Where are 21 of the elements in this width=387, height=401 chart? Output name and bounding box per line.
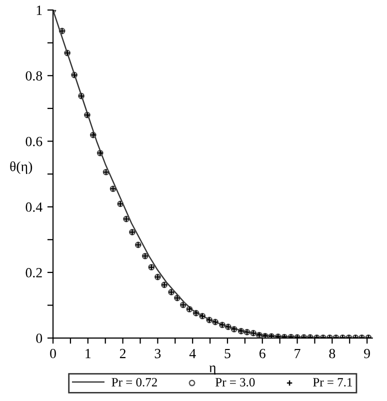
y-tick-label: 0.8: [26, 71, 42, 81]
y-tick-label: 0.2: [26, 268, 42, 278]
x-tick-label: 5: [224, 349, 230, 358]
y-tick-label: 0: [36, 334, 42, 343]
x-tick-label: 4: [189, 348, 196, 358]
legend-label: Pr = 3.0: [215, 378, 255, 386]
x-tick-label: 9: [364, 348, 370, 358]
x-tick-label: 8: [329, 348, 336, 358]
legend-label: Pr = 7.1: [313, 378, 352, 386]
x-tick-label: 3: [154, 348, 161, 358]
x-tick-label: 6: [260, 348, 266, 358]
x-tick-label: 0: [50, 348, 56, 358]
y-tick-label: 0.6: [26, 136, 42, 146]
x-tick-label: 7: [294, 349, 300, 358]
legend-label: Pr = 0.72: [112, 378, 157, 386]
x-axis-title: η: [209, 366, 216, 376]
y-tick-label: 0.4: [26, 202, 42, 212]
y-axis-title: θ(η): [10, 161, 32, 174]
x-tick-label: 1: [86, 348, 91, 358]
x-tick-label: 2: [120, 348, 126, 358]
y-tick-label: 1: [36, 6, 42, 15]
